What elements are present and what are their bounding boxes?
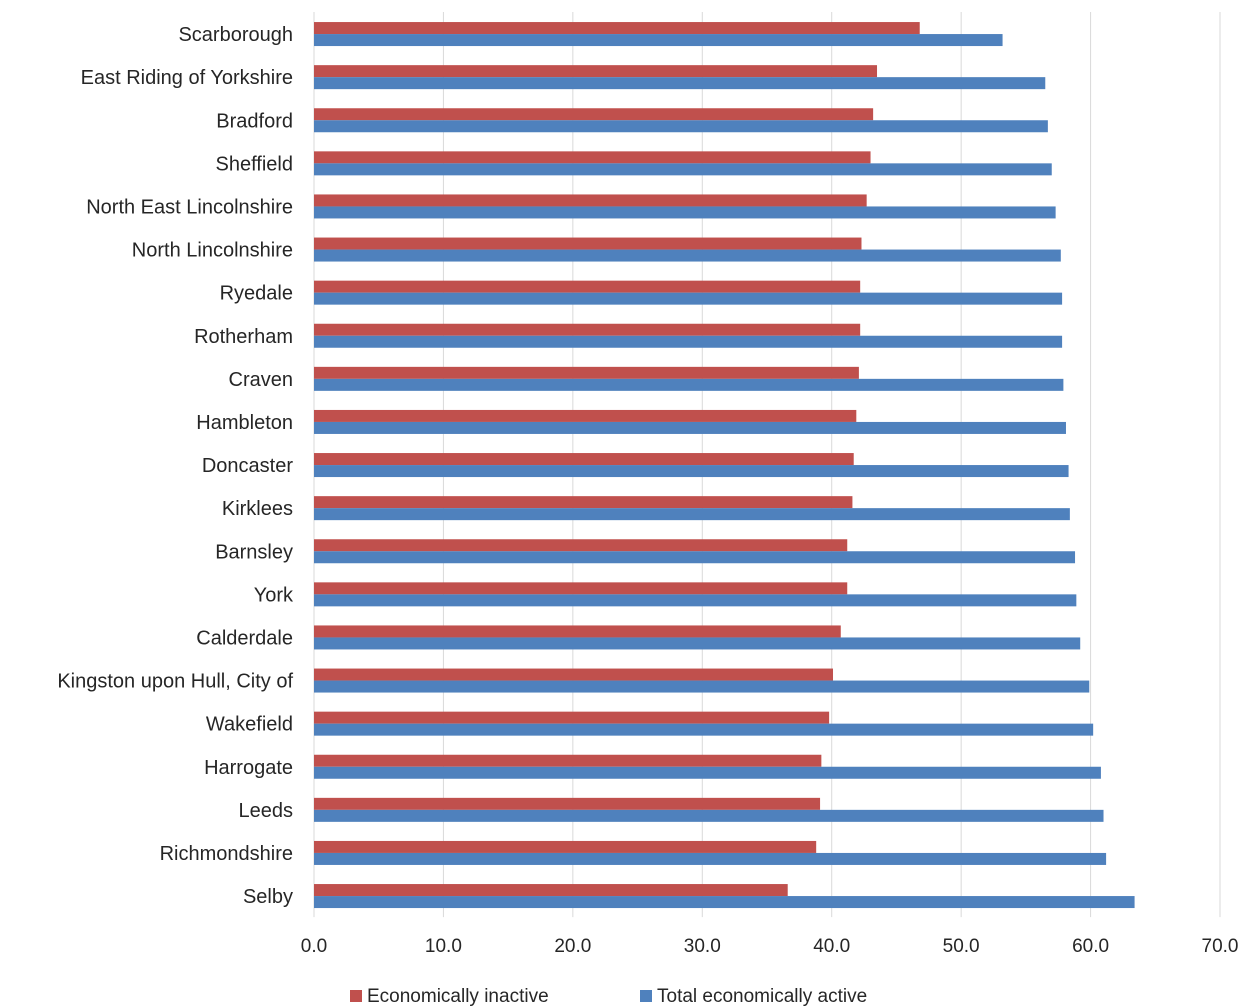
bar-inactive-20	[314, 884, 788, 897]
bar-inactive-7	[314, 323, 861, 336]
category-label-1: East Riding of Yorkshire	[81, 67, 293, 89]
category-labels: Scarborough East Riding of Yorkshire Bradf…	[57, 24, 294, 908]
category-label-11: Kirklees	[222, 498, 293, 520]
bar-active-19	[314, 852, 1107, 865]
bar-inactive-8	[314, 366, 859, 379]
bar-active-6	[314, 292, 1063, 305]
legend-label-inactive: Economically inactive	[367, 986, 549, 1007]
bar-inactive-19	[314, 840, 817, 853]
category-label-14: Calderdale	[196, 627, 293, 649]
bar-inactive-13	[314, 582, 848, 595]
bar-inactive-9	[314, 409, 857, 422]
category-label-5: North Lincolnshire	[132, 240, 293, 262]
bar-active-20	[314, 896, 1135, 909]
bar-active-18	[314, 809, 1104, 822]
category-label-18: Leeds	[239, 800, 294, 822]
bar-inactive-3	[314, 151, 871, 164]
bar-active-17	[314, 766, 1101, 779]
bar-active-3	[314, 163, 1052, 176]
bar-active-11	[314, 508, 1070, 521]
bar-active-10	[314, 465, 1069, 478]
bar-inactive-18	[314, 797, 821, 810]
bar-active-8	[314, 378, 1064, 391]
bar-active-4	[314, 206, 1056, 219]
category-label-7: Rotherham	[194, 326, 293, 348]
bar-inactive-14	[314, 625, 841, 638]
x-tick-label-5: 50.0	[943, 936, 980, 957]
category-label-8: Craven	[229, 369, 293, 391]
x-tick-label-6: 60.0	[1072, 936, 1109, 957]
x-tick-label-1: 10.0	[425, 936, 462, 957]
legend-swatch-inactive	[350, 990, 362, 1002]
x-tick-label-4: 40.0	[813, 936, 850, 957]
x-tick-label-0: 0.0	[301, 936, 327, 957]
bar-inactive-2	[314, 108, 874, 121]
category-label-4: North East Lincolnshire	[86, 196, 293, 218]
bar-inactive-1	[314, 65, 878, 78]
bar-inactive-10	[314, 453, 854, 466]
bar-active-12	[314, 551, 1076, 564]
bar-active-9	[314, 421, 1066, 434]
category-label-19: Richmondshire	[160, 843, 293, 865]
bar-inactive-6	[314, 280, 861, 293]
bar-inactive-17	[314, 754, 822, 767]
x-tick-label-7: 70.0	[1202, 936, 1239, 957]
category-label-6: Ryedale	[220, 283, 293, 305]
bar-active-5	[314, 249, 1061, 262]
bar-inactive-11	[314, 496, 853, 509]
category-label-16: Wakefield	[206, 714, 293, 736]
category-label-15: Kingston upon Hull, City of	[57, 671, 293, 693]
legend-swatch-active	[640, 990, 652, 1002]
legend: Economically inactive Total economically …	[350, 986, 867, 1007]
bar-inactive-16	[314, 711, 830, 724]
category-label-3: Sheffield	[216, 153, 293, 175]
bar-active-14	[314, 637, 1081, 650]
bar-active-1	[314, 77, 1046, 90]
bar-active-7	[314, 335, 1063, 348]
category-label-0: Scarborough	[178, 24, 293, 46]
category-label-2: Bradford	[216, 110, 293, 132]
bar-inactive-4	[314, 194, 867, 207]
category-label-13: York	[254, 584, 294, 606]
category-label-12: Barnsley	[215, 541, 293, 563]
bar-inactive-0	[314, 22, 920, 35]
bar-active-0	[314, 34, 1003, 47]
x-axis-tick-labels: 0.0 10.0 20.0 30.0 40.0 50.0 60.0 70.0	[301, 936, 1239, 957]
x-tick-label-2: 20.0	[554, 936, 591, 957]
bar-inactive-15	[314, 668, 834, 681]
legend-label-active: Total economically active	[657, 986, 867, 1007]
category-label-20: Selby	[243, 886, 293, 908]
bar-inactive-12	[314, 539, 848, 552]
bars	[314, 22, 1135, 909]
category-label-10: Doncaster	[202, 455, 293, 477]
bar-active-2	[314, 120, 1048, 133]
x-tick-label-3: 30.0	[684, 936, 721, 957]
bar-inactive-5	[314, 237, 862, 250]
category-label-17: Harrogate	[204, 757, 293, 779]
bar-active-16	[314, 723, 1094, 736]
bar-active-15	[314, 680, 1090, 693]
category-label-9: Hambleton	[196, 412, 293, 434]
bar-active-13	[314, 594, 1077, 607]
